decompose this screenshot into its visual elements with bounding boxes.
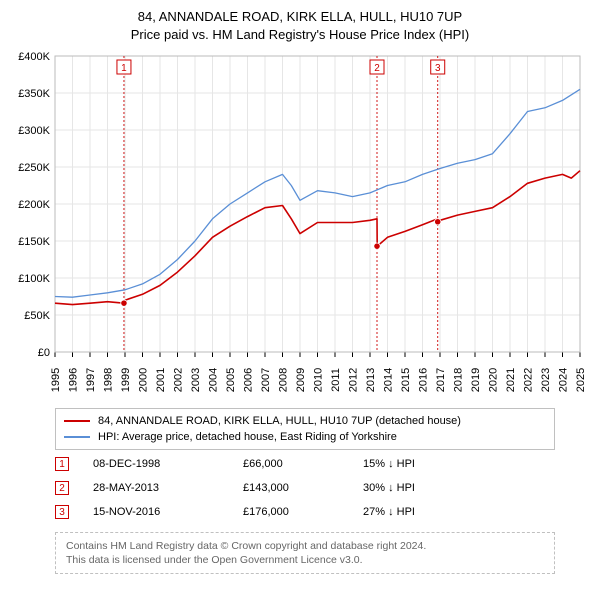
svg-text:3: 3 bbox=[435, 63, 441, 74]
event-row: 1 08-DEC-1998£66,00015% ↓ HPI bbox=[55, 452, 555, 476]
svg-text:£200K: £200K bbox=[18, 199, 50, 211]
footer: Contains HM Land Registry data © Crown c… bbox=[55, 532, 555, 574]
event-price: £143,000 bbox=[243, 482, 363, 494]
svg-text:2: 2 bbox=[374, 63, 380, 74]
svg-text:2015: 2015 bbox=[400, 368, 412, 392]
svg-text:1996: 1996 bbox=[67, 368, 79, 392]
svg-text:2001: 2001 bbox=[155, 368, 167, 392]
chart-title: 84, ANNANDALE ROAD, KIRK ELLA, HULL, HU1… bbox=[0, 0, 600, 43]
svg-text:£100K: £100K bbox=[18, 273, 50, 285]
svg-text:2007: 2007 bbox=[260, 368, 272, 392]
svg-text:2009: 2009 bbox=[295, 368, 307, 392]
svg-text:2004: 2004 bbox=[207, 368, 219, 392]
title-line-2: Price paid vs. HM Land Registry's House … bbox=[0, 26, 600, 44]
event-delta: 30% ↓ HPI bbox=[363, 482, 555, 494]
svg-text:1998: 1998 bbox=[102, 368, 114, 392]
footer-line-1: Contains HM Land Registry data © Crown c… bbox=[66, 539, 544, 553]
legend-item: 84, ANNANDALE ROAD, KIRK ELLA, HULL, HU1… bbox=[64, 413, 546, 429]
svg-text:2017: 2017 bbox=[435, 368, 447, 392]
svg-text:2000: 2000 bbox=[137, 368, 149, 392]
title-line-1: 84, ANNANDALE ROAD, KIRK ELLA, HULL, HU1… bbox=[0, 8, 600, 26]
legend-label: HPI: Average price, detached house, East… bbox=[98, 431, 397, 443]
footer-line-2: This data is licensed under the Open Gov… bbox=[66, 553, 544, 567]
chart: £0 £50K £100K £150K £200K £250K £300K £350K £400… bbox=[10, 50, 590, 400]
event-row: 3 15-NOV-2016£176,00027% ↓ HPI bbox=[55, 500, 555, 524]
event-delta: 27% ↓ HPI bbox=[363, 506, 555, 518]
legend: 84, ANNANDALE ROAD, KIRK ELLA, HULL, HU1… bbox=[55, 408, 555, 450]
svg-text:2012: 2012 bbox=[347, 368, 359, 392]
event-price: £176,000 bbox=[243, 506, 363, 518]
event-date: 15-NOV-2016 bbox=[93, 506, 243, 518]
legend-label: 84, ANNANDALE ROAD, KIRK ELLA, HULL, HU1… bbox=[98, 415, 461, 427]
svg-text:2023: 2023 bbox=[540, 368, 552, 392]
svg-text:2025: 2025 bbox=[575, 368, 587, 392]
event-marker: 3 bbox=[55, 505, 69, 519]
svg-text:£400K: £400K bbox=[18, 51, 50, 63]
legend-swatch bbox=[64, 420, 90, 422]
svg-text:2006: 2006 bbox=[242, 368, 254, 392]
svg-text:£350K: £350K bbox=[18, 88, 50, 100]
page: 84, ANNANDALE ROAD, KIRK ELLA, HULL, HU1… bbox=[0, 0, 600, 590]
svg-text:2003: 2003 bbox=[190, 368, 202, 392]
svg-text:£0: £0 bbox=[38, 347, 50, 359]
event-price: £66,000 bbox=[243, 458, 363, 470]
svg-text:£250K: £250K bbox=[18, 162, 50, 174]
legend-item: HPI: Average price, detached house, East… bbox=[64, 429, 546, 445]
svg-text:2011: 2011 bbox=[330, 368, 342, 392]
svg-text:2010: 2010 bbox=[312, 368, 324, 392]
svg-text:1995: 1995 bbox=[50, 368, 62, 392]
event-date: 08-DEC-1998 bbox=[93, 458, 243, 470]
legend-swatch bbox=[64, 436, 90, 438]
svg-text:1999: 1999 bbox=[120, 368, 132, 392]
svg-text:£150K: £150K bbox=[18, 236, 50, 248]
svg-text:£50K: £50K bbox=[24, 310, 50, 322]
svg-text:2020: 2020 bbox=[487, 368, 499, 392]
svg-text:2022: 2022 bbox=[522, 368, 534, 392]
event-marker: 1 bbox=[55, 457, 69, 471]
svg-text:2005: 2005 bbox=[225, 368, 237, 392]
svg-text:2013: 2013 bbox=[365, 368, 377, 392]
svg-text:2008: 2008 bbox=[277, 368, 289, 392]
svg-text:2021: 2021 bbox=[505, 368, 517, 392]
event-row: 2 28-MAY-2013£143,00030% ↓ HPI bbox=[55, 476, 555, 500]
svg-text:1997: 1997 bbox=[85, 368, 97, 392]
svg-text:2002: 2002 bbox=[172, 368, 184, 392]
svg-text:2024: 2024 bbox=[557, 368, 569, 392]
event-delta: 15% ↓ HPI bbox=[363, 458, 555, 470]
event-marker: 2 bbox=[55, 481, 69, 495]
svg-text:£300K: £300K bbox=[18, 125, 50, 137]
event-date: 28-MAY-2013 bbox=[93, 482, 243, 494]
svg-text:1: 1 bbox=[121, 63, 127, 74]
svg-text:2014: 2014 bbox=[382, 368, 394, 392]
svg-text:2016: 2016 bbox=[417, 368, 429, 392]
svg-text:2019: 2019 bbox=[470, 368, 482, 392]
chart-svg: £0 £50K £100K £150K £200K £250K £300K £350K £400… bbox=[10, 50, 590, 400]
events-table: 1 08-DEC-1998£66,00015% ↓ HPI 2 28-MAY-2013… bbox=[55, 452, 555, 524]
svg-text:2018: 2018 bbox=[452, 368, 464, 392]
